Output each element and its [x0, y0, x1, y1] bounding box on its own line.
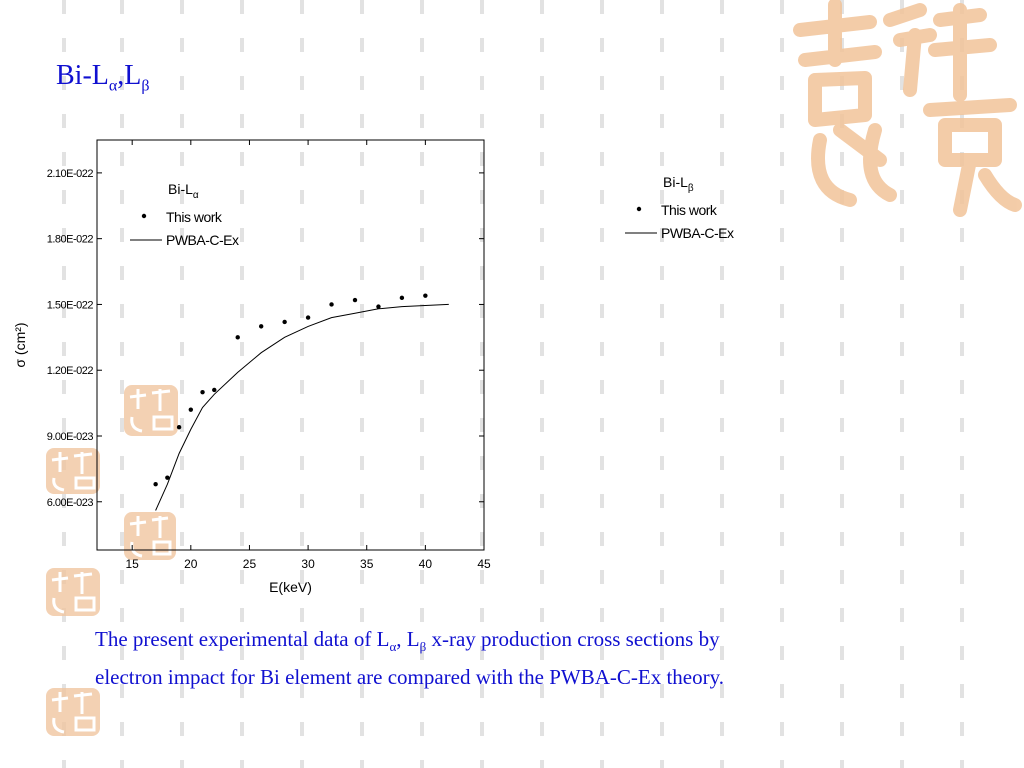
x-tick-label: 20	[184, 557, 198, 571]
stripe	[780, 0, 784, 768]
data-point	[165, 475, 170, 480]
stripe	[720, 0, 724, 768]
slide-title: Bi-Lα,Lβ	[56, 60, 150, 96]
stripe	[900, 0, 904, 768]
legend-line-label: PWBA-C-Ex	[166, 232, 239, 248]
y-tick-label: 9.00E-023	[47, 431, 94, 443]
stripe	[540, 0, 544, 768]
legend-heading: Bi-Lβ	[663, 174, 694, 194]
decorative-seal-small	[46, 568, 100, 616]
data-point	[423, 293, 428, 298]
data-point	[212, 387, 217, 393]
data-point	[153, 482, 158, 487]
stripe	[240, 0, 244, 768]
title-sub-beta: β	[141, 77, 150, 95]
data-point	[176, 425, 182, 430]
x-tick-label: 35	[360, 557, 374, 571]
data-point	[352, 297, 358, 303]
data-point	[188, 407, 194, 412]
x-axis-label: E(keV)	[269, 579, 312, 595]
legend-heading-base: Bi-L	[168, 181, 193, 197]
x-tick-label: 25	[243, 557, 257, 571]
caption-sub-alpha: α	[389, 639, 397, 655]
title-base: Bi-L	[56, 60, 109, 91]
y-tick-label: 1.50E-022	[47, 299, 94, 311]
stripe	[600, 0, 604, 768]
decorative-seal-small	[124, 512, 176, 560]
chart-right-lbeta: 152025303540452.00E-0234.00E-0236.00E-02…	[625, 174, 735, 241]
y-tick-label: 2.10E-022	[47, 168, 94, 180]
legend-heading: Bi-Lα	[168, 181, 199, 201]
legend-point-marker	[141, 213, 147, 219]
data-point	[329, 302, 334, 307]
legend-heading-sub: β	[688, 183, 694, 194]
stripe	[300, 0, 304, 768]
caption-line2: electron impact for Bi element are compa…	[95, 665, 725, 690]
stripe	[480, 0, 484, 768]
stripe	[62, 0, 66, 768]
legend-point-marker	[636, 206, 642, 212]
legend-heading-base: Bi-L	[663, 174, 688, 190]
y-tick-label: 1.20E-022	[47, 365, 94, 377]
legend-points-label: This work	[661, 202, 718, 218]
stripe	[360, 0, 364, 768]
slide-caption: The present experimental data of Lα, Lβ …	[95, 624, 915, 693]
data-point	[258, 324, 264, 329]
stripe	[120, 0, 124, 768]
data-point	[305, 315, 311, 320]
title-separator: ,L	[117, 60, 142, 91]
plot-frame	[96, 139, 485, 551]
stripe	[420, 0, 424, 768]
caption-line1-part3: x-ray production cross sections by	[426, 627, 720, 651]
y-tick-label: 1.80E-022	[47, 234, 94, 246]
caption-line1-part2: , L	[396, 627, 420, 651]
data-point	[282, 319, 287, 325]
decorative-seal-large	[793, 0, 1022, 217]
x-tick-label: 45	[477, 557, 491, 571]
caption-line1-part1: The present experimental data of L	[95, 627, 390, 651]
stripe	[840, 0, 844, 768]
decorative-seal-small	[46, 448, 100, 494]
x-tick-label: 30	[301, 557, 315, 571]
legend-line-label: PWBA-C-Ex	[661, 225, 734, 241]
x-tick-label: 15	[126, 557, 140, 571]
title-sub-alpha: α	[108, 77, 118, 95]
chart-left-lalpha: 15 20 25 30 35 40 45 6.00E-023 9.00E-023 1.20E-02…	[12, 139, 491, 595]
y-axis-label: σ (cm²)	[12, 322, 28, 367]
legend-heading-sub: α	[193, 190, 199, 201]
decorative-seal-small	[46, 688, 100, 736]
stripe	[960, 0, 964, 768]
series-line-pwba	[155, 303, 449, 511]
decorative-seal-small	[124, 385, 178, 436]
data-point	[235, 335, 240, 340]
data-point	[200, 389, 205, 395]
data-point	[399, 295, 405, 301]
data-point	[376, 304, 381, 309]
stripe	[660, 0, 664, 768]
caption-sub-beta: β	[419, 639, 427, 655]
x-tick-label: 40	[419, 557, 433, 571]
y-tick-label: 6.00E-023	[47, 497, 94, 509]
legend-points-label: This work	[166, 209, 223, 225]
stripe	[180, 0, 184, 768]
